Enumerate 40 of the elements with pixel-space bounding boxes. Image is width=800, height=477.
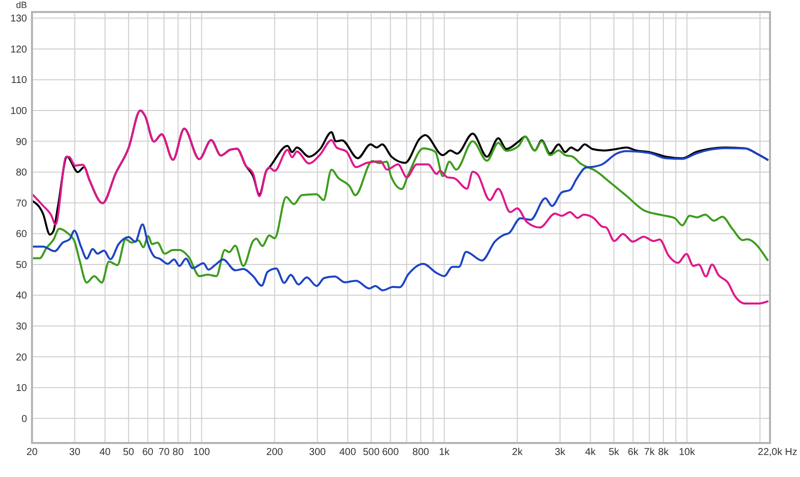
y-tick-label: 100	[10, 106, 28, 118]
y-tick-label: 40	[16, 290, 28, 302]
y-axis-title: dB	[16, 0, 27, 10]
x-tick-label: 2k	[512, 447, 524, 458]
x-tick-label: 400	[339, 447, 356, 458]
y-tick-label: 90	[16, 136, 28, 148]
x-tick-label: 50	[123, 447, 135, 458]
x-tick-label: 40	[99, 447, 112, 458]
x-tick-label: 1k	[438, 447, 451, 458]
x-tick-label: 800	[412, 447, 430, 458]
y-tick-label: 70	[16, 198, 28, 210]
x-tick-label: 200	[266, 447, 284, 458]
x-tick-label: 22,0k	[758, 447, 784, 458]
x-tick-label: 30	[69, 447, 81, 458]
x-tick-label: 60	[142, 447, 154, 458]
x-tick-label: 7k	[644, 447, 656, 458]
x-tick-label: 300	[309, 447, 326, 458]
x-tick-label: 10k	[678, 447, 696, 458]
y-tick-label: 30	[16, 322, 28, 333]
x-tick-label: 100	[193, 447, 210, 458]
x-tick-label: 80	[172, 447, 184, 458]
y-tick-label: 10	[16, 383, 28, 394]
x-tick-label: 600	[382, 447, 400, 458]
x-tick-label: 5k	[608, 447, 620, 458]
y-tick-label: 0	[21, 414, 28, 425]
y-tick-label: 130	[10, 14, 28, 25]
y-tick-label: 120	[10, 44, 28, 56]
x-tick-label: 70	[158, 447, 170, 458]
y-tick-label: 50	[16, 260, 28, 271]
x-axis-title: Hz	[785, 447, 798, 458]
y-tick-label: 60	[16, 229, 28, 240]
x-tick-label: 20	[26, 447, 38, 458]
y-tick-label: 110	[11, 75, 28, 86]
x-tick-label: 3k	[554, 447, 566, 458]
x-tick-label: 4k	[585, 447, 597, 458]
x-tick-label: 8k	[658, 447, 670, 458]
y-tick-label: 20	[16, 352, 28, 364]
y-tick-label: 80	[16, 168, 28, 179]
x-tick-label: 500	[362, 447, 380, 458]
x-tick-label: 6k	[628, 447, 640, 458]
